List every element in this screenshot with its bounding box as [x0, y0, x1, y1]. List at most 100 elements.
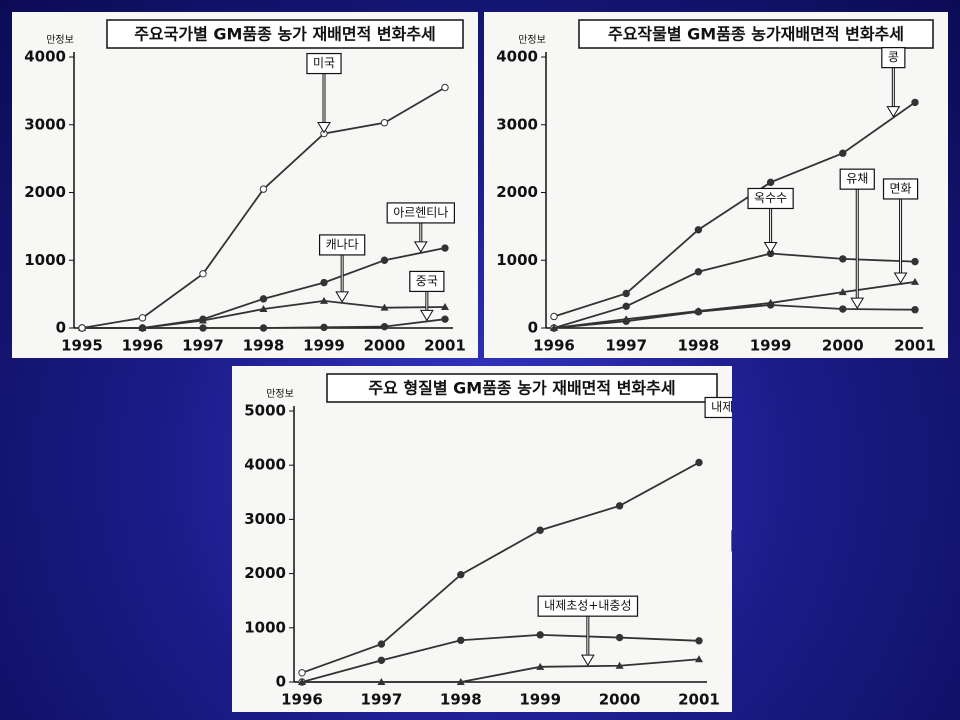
point: [622, 289, 630, 298]
callout-box: [839, 168, 875, 190]
x-tick-label: 1995: [61, 337, 103, 355]
callout-box: [704, 396, 732, 419]
y-tick-label: 4000: [244, 456, 286, 474]
x-tick-label: 2000: [364, 337, 406, 355]
series-line: [301, 461, 700, 674]
chart-title: 주요작물별 GM품종 농가재배면적 변화추세: [608, 25, 904, 44]
series-label: 콩: [888, 50, 899, 64]
chart-title: 주요 형질별 GM품종 농가 재배면적 변화추세: [368, 379, 675, 398]
callout-box: [882, 178, 919, 200]
point: [380, 256, 389, 264]
series-label: 옥수수: [754, 191, 787, 205]
point: [78, 324, 86, 332]
chart-title: 주요국가별 GM품종 농가 재배면적 변화추세: [134, 25, 436, 44]
point: [766, 178, 775, 187]
x-tick-label: 1998: [243, 337, 285, 355]
y-tick-label: 2000: [496, 183, 538, 201]
point: [320, 296, 328, 304]
callout-box: [747, 187, 794, 210]
x-tick-label: 1996: [533, 337, 575, 355]
callout-box: [386, 202, 456, 224]
point: [456, 678, 465, 685]
x-tick-label: 2001: [678, 691, 720, 709]
y-tick-label: 2000: [244, 564, 286, 582]
callout-box: [409, 270, 445, 293]
point: [441, 302, 449, 310]
x-tick-label: 2000: [599, 691, 641, 709]
y-tick-label: 0: [276, 673, 286, 691]
point: [138, 324, 147, 332]
series-line: [82, 299, 446, 329]
point: [550, 312, 558, 321]
series-label: 내제초성+내충성: [544, 599, 631, 613]
callout-arrowhead: [850, 297, 865, 310]
title-box: [106, 19, 464, 49]
point: [298, 669, 306, 677]
point: [911, 257, 919, 266]
point: [320, 278, 328, 287]
y-tick-label: 2000: [24, 183, 66, 201]
y-tick-label: 3000: [244, 510, 286, 528]
callout-box: [318, 234, 366, 256]
title-box: [326, 373, 718, 403]
point: [457, 636, 465, 644]
point: [536, 662, 545, 670]
series-line: [301, 633, 700, 683]
x-tick-label: 2000: [822, 337, 864, 355]
point: [766, 298, 775, 306]
point: [199, 324, 207, 332]
x-tick-label: 1997: [361, 691, 403, 709]
x-tick-label: 1998: [678, 337, 720, 355]
x-tick-label: 1999: [303, 337, 345, 355]
x-tick-label: 1999: [519, 691, 561, 709]
point: [259, 324, 268, 332]
point: [441, 83, 449, 92]
y-tick-label: 4000: [24, 48, 66, 66]
point: [615, 633, 624, 642]
point: [377, 678, 386, 685]
point: [536, 631, 544, 639]
y-tick-label: 1000: [24, 251, 66, 269]
point: [259, 295, 268, 303]
y-tick-label: 5000: [244, 402, 286, 420]
point: [298, 678, 306, 685]
point: [694, 307, 703, 315]
callout-arrowhead: [893, 272, 908, 284]
point: [377, 640, 386, 648]
point: [695, 655, 703, 663]
y-tick-label: 0: [528, 319, 538, 337]
x-tick-label: 1996: [122, 337, 164, 355]
series-line: [82, 247, 446, 329]
point: [441, 315, 449, 323]
y-tick-label: 3000: [24, 115, 66, 133]
callout-arrowhead: [419, 309, 434, 322]
point: [615, 502, 624, 510]
point: [457, 570, 465, 579]
series-line: [553, 101, 916, 318]
point: [839, 255, 847, 263]
point: [695, 637, 703, 645]
callout-arrowhead: [763, 241, 778, 254]
point: [259, 185, 268, 193]
series-line: [553, 281, 916, 329]
callout-arrowhead: [335, 291, 350, 303]
x-tick-label: 1997: [182, 337, 224, 355]
point: [911, 277, 919, 285]
title-box: [578, 19, 934, 49]
callout-box: [537, 595, 639, 617]
series-label: 중국: [416, 274, 438, 288]
point: [695, 458, 703, 467]
x-tick-label: 1998: [440, 691, 482, 709]
point: [550, 324, 558, 331]
callout-box: [306, 52, 342, 75]
series-label: 캐나다: [326, 237, 359, 251]
series-line: [553, 252, 916, 329]
series-label: 미국: [313, 56, 335, 70]
point: [615, 661, 624, 669]
y-tick-label: 4000: [496, 48, 538, 66]
y-axis-label: 만정보: [266, 388, 294, 400]
point: [138, 314, 147, 322]
point: [199, 316, 207, 324]
series-label: 아르헨티나: [393, 205, 448, 219]
